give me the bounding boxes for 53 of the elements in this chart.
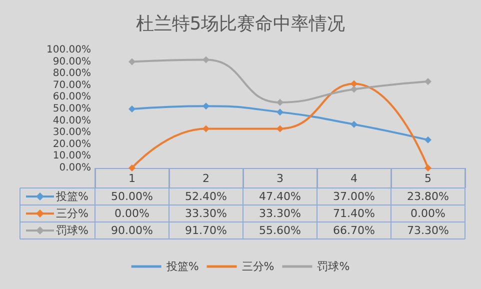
y-tick-label: 30.00% [52,127,91,138]
x-tick-label: 1 [128,172,136,185]
text: 三分% [242,260,274,273]
data-label: 91.70% [185,224,227,237]
point [128,58,136,66]
data-label: 47.40% [259,190,301,203]
data-label: 55.60% [259,224,301,237]
data-label: 66.70% [333,224,375,237]
data-label: 0.00% [410,207,446,220]
point [350,86,358,93]
point [276,125,284,132]
y-tick-label: 60.00% [52,92,91,103]
text: 罚球% [317,260,350,273]
data-label: 71.40% [333,207,375,220]
x-tick-label: 3 [276,172,284,185]
data-label: 90.00% [111,224,153,237]
y-tick-label: 40.00% [52,115,91,126]
point [202,102,210,110]
y-tick-label: 10.00% [52,150,91,162]
point [350,120,358,128]
point [276,98,284,106]
y-tick-label: 100.00% [46,44,91,56]
point [350,80,358,88]
x-tick-label: 2 [202,172,210,185]
y-tick-label: 20.00% [52,138,91,150]
data-label: 0.00% [114,207,150,220]
chart-title: 杜兰特5场比赛命中率情况 [136,14,346,34]
point [424,164,432,172]
y-tick-label: 90.00% [52,56,91,68]
data-label: 33.30% [259,207,301,220]
data-label: 37.00% [333,190,375,203]
data-label: 23.80% [407,190,449,203]
point [128,106,136,112]
y-tick-label: 0.00% [59,162,91,174]
point [202,125,210,132]
point [276,108,284,116]
legend-label: 三分% [56,207,88,220]
point [202,56,210,64]
legend-label: 罚球% [56,224,88,237]
text: 投篮% [166,260,199,273]
x-tick-label: 4 [350,172,358,185]
data-label: 73.30% [407,224,449,237]
x-tick-label: 5 [424,172,432,185]
point [128,164,136,172]
legend-label: 投篮% [55,190,88,203]
y-tick-label: 70.00% [52,80,91,91]
data-label: 50.00% [111,190,153,203]
point [424,78,432,86]
point [424,136,432,144]
y-tick-label: 50.00% [52,104,91,114]
data-label: 52.40% [185,190,227,203]
y-tick-label: 80.00% [52,68,91,80]
data-label: 33.30% [185,207,227,220]
